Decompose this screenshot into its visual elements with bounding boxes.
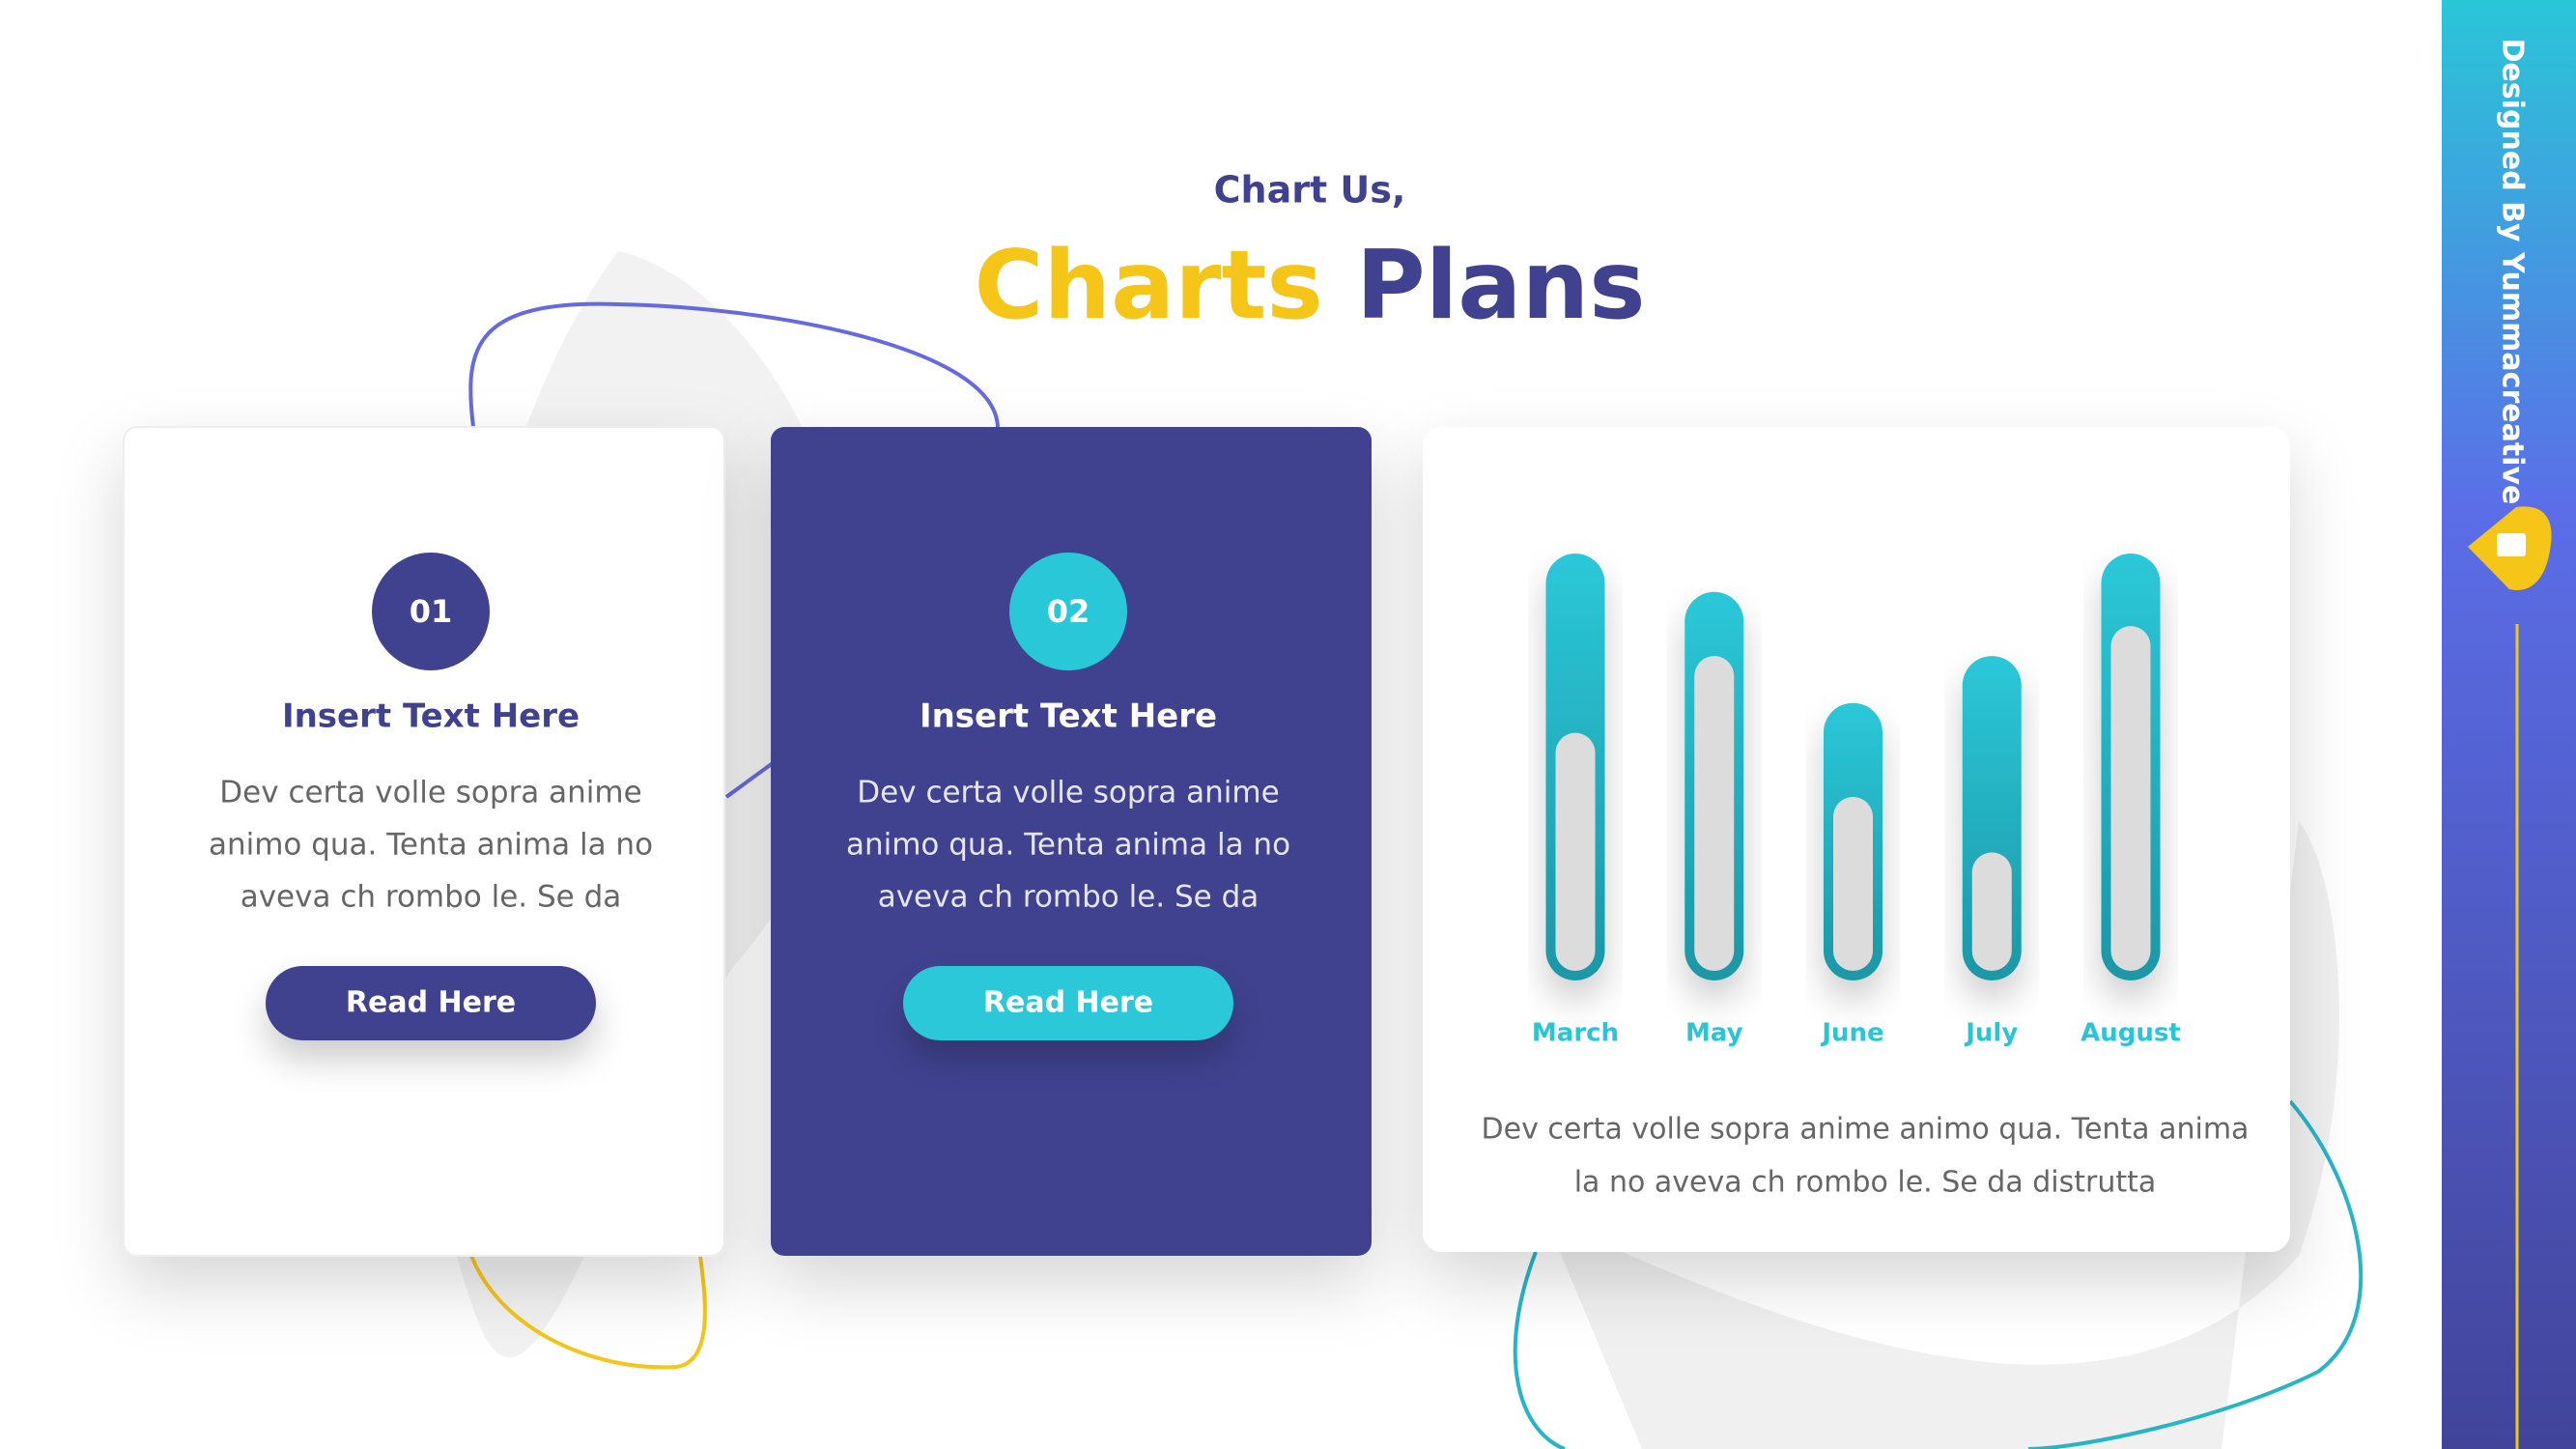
number-badge [372, 553, 490, 670]
sidebar [2442, 0, 2576, 1449]
backdrop-blob [1545, 821, 2339, 1449]
deco-curve [724, 761, 775, 799]
card-number: 01 [410, 593, 453, 630]
sidebar-icon-glyph [2497, 533, 2526, 556]
deco-curve [468, 301, 1000, 428]
button[interactable] [903, 966, 1233, 1040]
bar-fill [1694, 656, 1735, 971]
card-body: animo qua. Tenta anima la no [846, 828, 1290, 863]
title-highlight: Charts [974, 231, 1322, 341]
bar-fill [1833, 796, 1873, 971]
chart-caption: Dev certa volle sopra anime animo qua. T… [1482, 1113, 2250, 1147]
kicker: Chart Us, [1214, 169, 1406, 212]
card-body: Dev certa volle sopra anime [219, 776, 641, 810]
deco-curve [1513, 1099, 2364, 1449]
title: Charts Plans [974, 231, 1645, 341]
x-tick-label: March [1532, 1019, 1619, 1048]
chart-caption: la no aveva ch rombo le. Se da distrutta [1574, 1166, 2157, 1200]
button-label[interactable]: Read Here [346, 986, 516, 1020]
x-tick-label: May [1685, 1019, 1743, 1048]
card-body: animo qua. Tenta anima la no [209, 828, 653, 863]
sidebar-credit: Designed By Yummacreative [2496, 39, 2530, 505]
card-contents: 01 Insert Text Here Dev certa volle sopra … [209, 553, 1290, 1040]
title-rest: Plans [1356, 231, 1646, 341]
card [123, 426, 725, 1257]
card-body: aveva ch rombo le. Se da [878, 880, 1260, 915]
card-number: 02 [1047, 593, 1090, 630]
card [771, 427, 1372, 1256]
x-tick-label: August [2081, 1019, 2181, 1048]
card-body: Dev certa volle sopra anime [857, 776, 1279, 810]
card-body: aveva ch rombo le. Se da [241, 880, 622, 915]
deco-curve [469, 1255, 707, 1370]
bar-fill [1971, 852, 2012, 971]
chart: March May June July August [1532, 554, 2181, 1048]
card-title: Insert Text Here [282, 697, 580, 736]
bar-fill [1555, 732, 1596, 971]
x-tick-label: June [1820, 1019, 1883, 1048]
button-label[interactable]: Read Here [983, 986, 1153, 1020]
button[interactable] [266, 966, 596, 1040]
number-badge [1009, 553, 1127, 670]
card-title: Insert Text Here [920, 697, 1217, 736]
bar-fill [2110, 626, 2151, 971]
x-tick-label: July [1964, 1019, 2018, 1048]
